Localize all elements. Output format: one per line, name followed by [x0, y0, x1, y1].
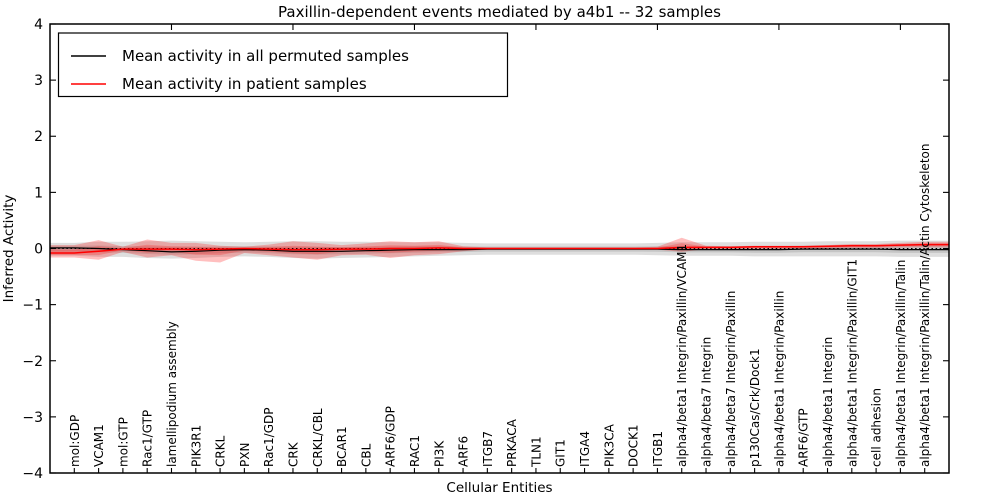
x-tick-label: CBL — [359, 443, 373, 467]
y-tick-label: 3 — [34, 73, 43, 89]
x-tick-label: lamellipodium assembly — [165, 321, 179, 467]
y-tick-label: 1 — [34, 185, 43, 201]
y-tick-label: −1 — [22, 298, 43, 314]
y-axis-label: Inferred Activity — [1, 195, 17, 303]
x-tick-label: ITGA4 — [578, 431, 592, 467]
x-tick-label: ITGB7 — [481, 431, 495, 467]
legend-box — [57, 32, 509, 98]
x-tick-label: Rac1/GDP — [262, 408, 276, 467]
x-tick-label: mol:GTP — [116, 417, 130, 467]
legend: Mean activity in all permuted samples Me… — [57, 32, 509, 98]
x-tick-label: alpha4/beta7 Integrin — [700, 337, 714, 467]
plot-area: mol:GDP VCAM1 mol:GTP Rac1/GTP lamellipodium… — [50, 23, 949, 474]
x-tick-label: alpha4/beta1 Integrin/Paxillin/Talin/Act… — [918, 144, 932, 467]
x-axis-label: Cellular Entities — [446, 480, 552, 496]
y-tick-label: 4 — [34, 17, 43, 33]
x-tick-label: ARF6/GDP — [384, 406, 398, 467]
x-tick-label: alpha4/beta1 Integrin — [821, 337, 835, 467]
x-tick-label: PXN — [238, 443, 252, 467]
x-tick-label: CRKL/CBL — [311, 408, 325, 467]
x-tick-label: TLN1 — [529, 436, 543, 468]
patient-mean-line — [50, 243, 949, 254]
x-tick-label: PIK3R1 — [189, 425, 203, 467]
legend-label-patient: Mean activity in patient samples — [122, 75, 367, 93]
legend-label-permuted: Mean activity in all permuted samples — [122, 47, 409, 65]
x-tick-label: CRKL — [214, 435, 228, 467]
x-tick-label: RAC1 — [408, 435, 422, 467]
x-tick-label: VCAM1 — [92, 424, 106, 467]
patient-band-outer — [50, 237, 949, 263]
x-tick-label: ITGB1 — [651, 431, 665, 467]
y-tick-label: 0 — [34, 242, 43, 258]
x-tick-label: PRKACA — [505, 418, 519, 467]
x-tick-label: alpha4/beta1 Integrin/Paxillin — [772, 291, 786, 467]
x-tick-label: GIT1 — [554, 439, 568, 467]
x-tick-label: BCAR1 — [335, 426, 349, 467]
x-tick-label: alpha4/beta1 Integrin/Paxillin/GIT1 — [845, 259, 859, 467]
x-tick-label: Rac1/GTP — [141, 410, 155, 467]
x-tick-label: ARF6/GTP — [797, 408, 811, 467]
x-tick-label: PI3K — [432, 440, 446, 467]
x-tick-label: alpha4/beta7 Integrin/Paxillin — [724, 291, 738, 467]
chart-title: Paxillin-dependent events mediated by a4… — [278, 3, 721, 21]
x-tick-label: CRK — [287, 441, 301, 467]
x-tick-label: DOCK1 — [627, 424, 641, 467]
plot-frame — [49, 23, 950, 474]
y-tick-label: −2 — [22, 354, 43, 370]
x-tick-label: alpha4/beta1 Integrin/Paxillin/VCAM1 — [675, 244, 689, 467]
y-axis-tick-labels: 4 3 2 1 0 −1 −2 −3 −4 — [22, 17, 43, 482]
x-tick-label: p130Cas/Crk/Dock1 — [748, 348, 762, 467]
y-tick-label: 2 — [34, 129, 43, 145]
y-tick-label: −4 — [22, 466, 43, 482]
y-tick-label: −3 — [22, 410, 43, 426]
x-tick-label: mol:GDP — [68, 415, 82, 467]
x-tick-label: cell adhesion — [870, 388, 884, 467]
x-tick-label: alpha4/beta1 Integrin/Paxillin/Talin — [894, 260, 908, 467]
patient-band-inner — [50, 243, 949, 256]
x-tick-label: ARF6 — [457, 436, 471, 467]
x-tick-label: PIK3CA — [602, 423, 616, 467]
